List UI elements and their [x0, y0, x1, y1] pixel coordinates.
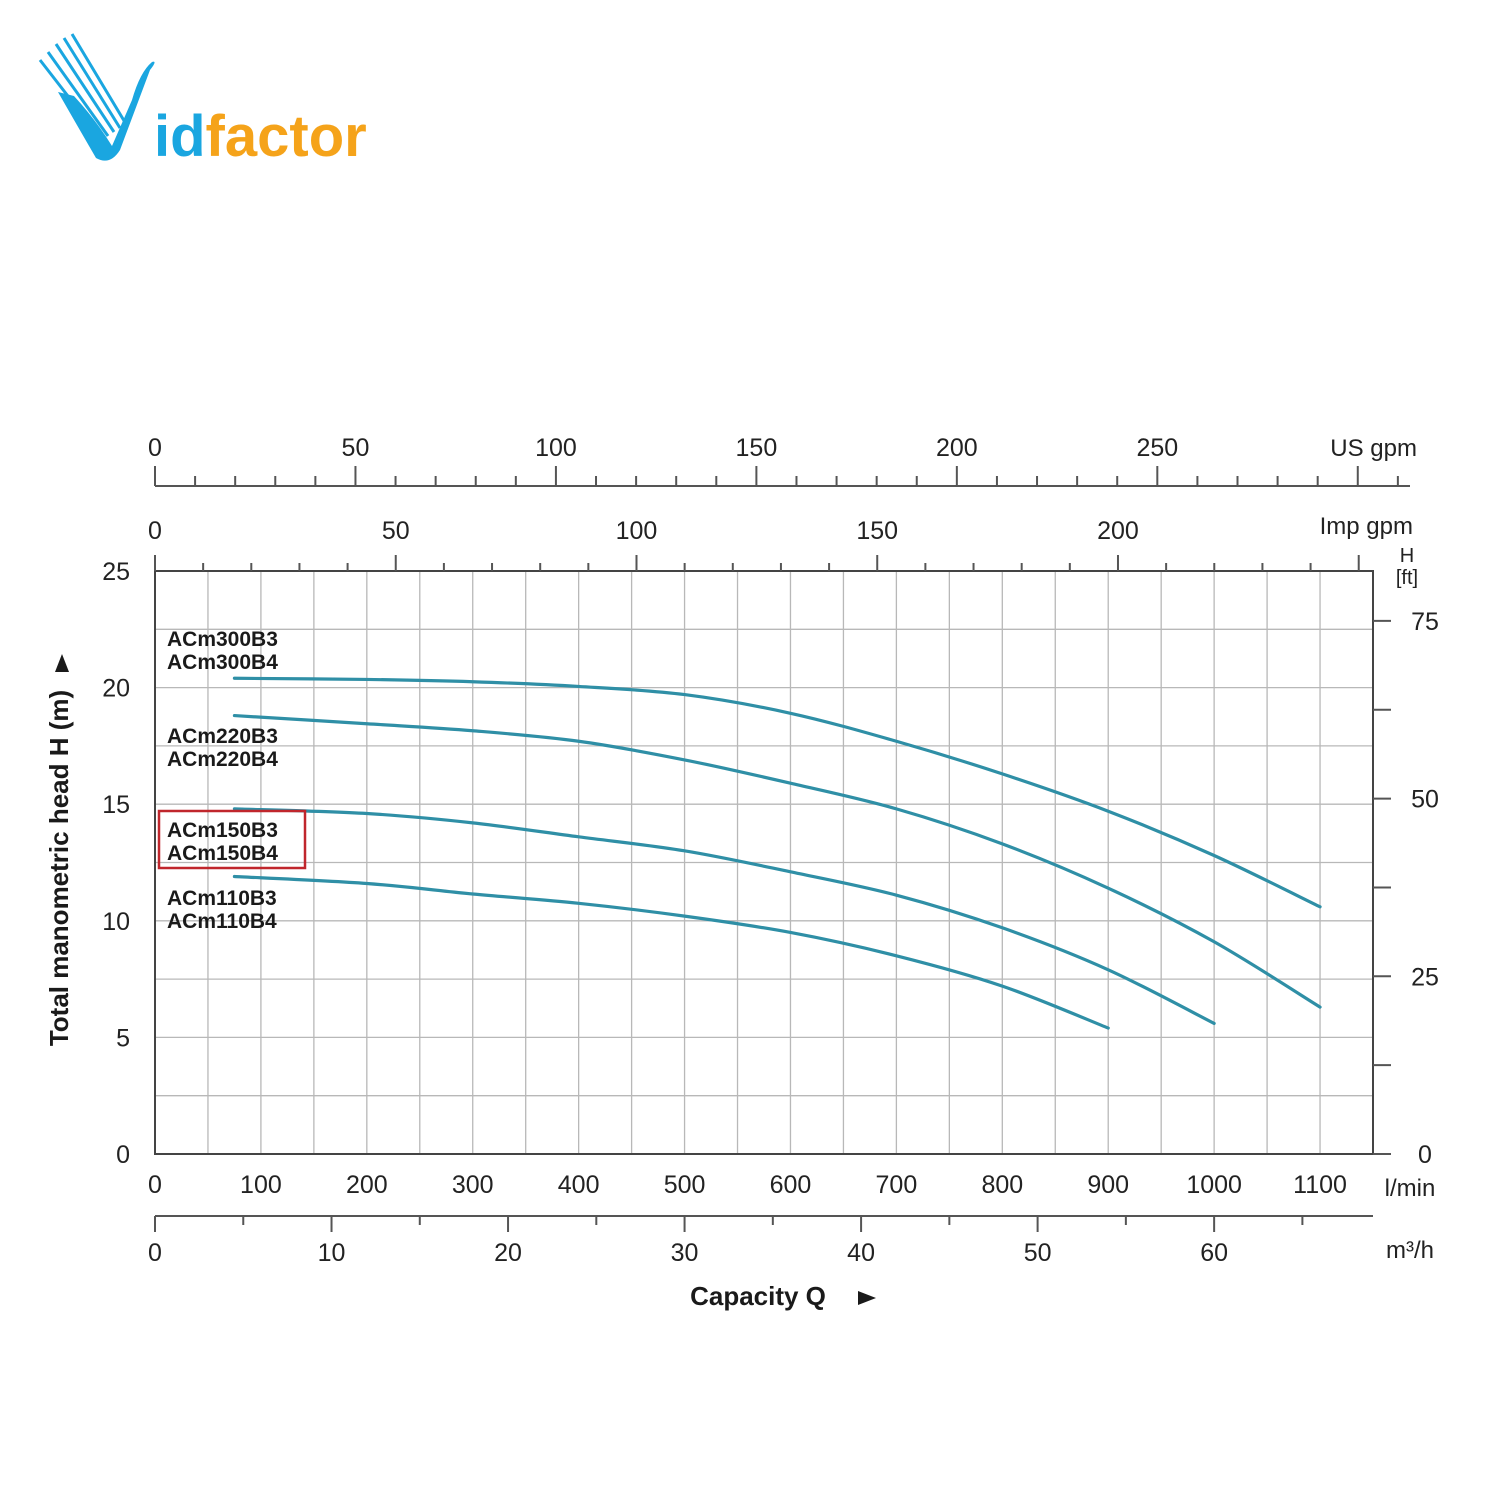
m3h-tick-label: 40 [847, 1239, 875, 1267]
x-tick-label: 900 [1087, 1171, 1129, 1199]
logo-text-blue: id [154, 104, 206, 169]
chart-grid [155, 571, 1373, 1154]
m3h-tick-label: 30 [671, 1239, 699, 1267]
x-tick-label: 1000 [1186, 1171, 1242, 1199]
x-tick-label: 700 [876, 1171, 918, 1199]
x-tick-label: 500 [664, 1171, 706, 1199]
y-tick-label: 25 [102, 558, 130, 586]
logo-text-orange: factor [206, 104, 367, 169]
x-tick-label: 300 [452, 1171, 494, 1199]
x-tick-label: 100 [240, 1171, 282, 1199]
h-ft-unit-top: H [1400, 545, 1414, 567]
curve-acm110b3 [232, 874, 1110, 1030]
us-gpm-tick-label: 200 [936, 434, 978, 462]
y-tick-label: 5 [116, 1024, 130, 1052]
m3h-tick-label: 60 [1200, 1239, 1228, 1267]
curve-acm150b3 [232, 807, 1216, 1026]
plot-frame [154, 570, 1374, 1155]
m3h-tick-label: 10 [318, 1239, 346, 1267]
y-tick-label: 10 [102, 908, 130, 936]
curve-acm300b3 [232, 676, 1322, 909]
model-label-acm300b4: ACm300B4 [167, 651, 278, 674]
x-tick-label: 0 [148, 1171, 162, 1199]
svg-text:idfactor: idfactor [154, 104, 367, 169]
model-label-acm150b4: ACm150B4 [167, 842, 278, 865]
h-ft-unit-bottom: [ft] [1396, 567, 1418, 589]
imp-gpm-tick-label: 100 [616, 517, 658, 545]
x-axis-arrow-icon [858, 1291, 876, 1305]
m3h-tick-label: 20 [494, 1239, 522, 1267]
model-label-acm220b3: ACm220B3 [167, 725, 278, 748]
model-label-acm150b3: ACm150B3 [167, 819, 278, 842]
m3h-unit: m³/h [1386, 1237, 1434, 1264]
imp-gpm-tick-label: 150 [856, 517, 898, 545]
x-tick-label: 200 [346, 1171, 388, 1199]
y-tick-label: 15 [102, 791, 130, 819]
y-tick-label: 0 [116, 1141, 130, 1169]
imp-gpm-tick-label: 0 [148, 517, 162, 545]
y-axis-arrow-icon [55, 654, 69, 672]
us-gpm-tick-label: 50 [342, 434, 370, 462]
m3h-tick-label: 50 [1024, 1239, 1052, 1267]
curve-acm220b3 [232, 713, 1322, 1009]
logo-v-mark [58, 61, 155, 161]
x-tick-label: 600 [770, 1171, 812, 1199]
lmin-unit: l/min [1385, 1175, 1436, 1202]
model-label-acm220b4: ACm220B4 [167, 748, 278, 771]
us-gpm-tick-label: 250 [1136, 434, 1178, 462]
x-tick-label: 400 [558, 1171, 600, 1199]
x-axis-title: Capacity Q [690, 1281, 826, 1311]
model-label-acm300b3: ACm300B3 [167, 628, 278, 651]
y-tick-label: 20 [102, 675, 130, 703]
us-gpm-tick-label: 0 [148, 434, 162, 462]
vidfactor-logo: idfactor [38, 33, 367, 169]
imp-gpm-tick-label: 50 [382, 517, 410, 545]
h-ft-tick-label: 50 [1411, 786, 1439, 814]
imp-gpm-tick-label: 200 [1097, 517, 1139, 545]
imp-gpm-unit: Imp gpm [1320, 513, 1413, 540]
us-gpm-tick-label: 150 [736, 434, 778, 462]
model-label-acm110b3: ACm110B3 [167, 887, 277, 910]
y-axis-title: Total manometric head H (m) [44, 690, 74, 1046]
highlight-box [157, 809, 307, 870]
h-ft-tick-label: 75 [1411, 608, 1439, 636]
x-tick-label: 1100 [1293, 1171, 1347, 1199]
curve-series [232, 676, 1322, 1030]
h-ft-tick-label: 0 [1418, 1141, 1432, 1169]
us-gpm-unit: US gpm [1330, 435, 1417, 462]
us-gpm-tick-label: 100 [535, 434, 577, 462]
model-label-acm110b4: ACm110B4 [167, 910, 277, 933]
x-tick-label: 800 [981, 1171, 1023, 1199]
h-ft-tick-label: 25 [1411, 963, 1439, 991]
m3h-tick-label: 0 [148, 1239, 162, 1267]
